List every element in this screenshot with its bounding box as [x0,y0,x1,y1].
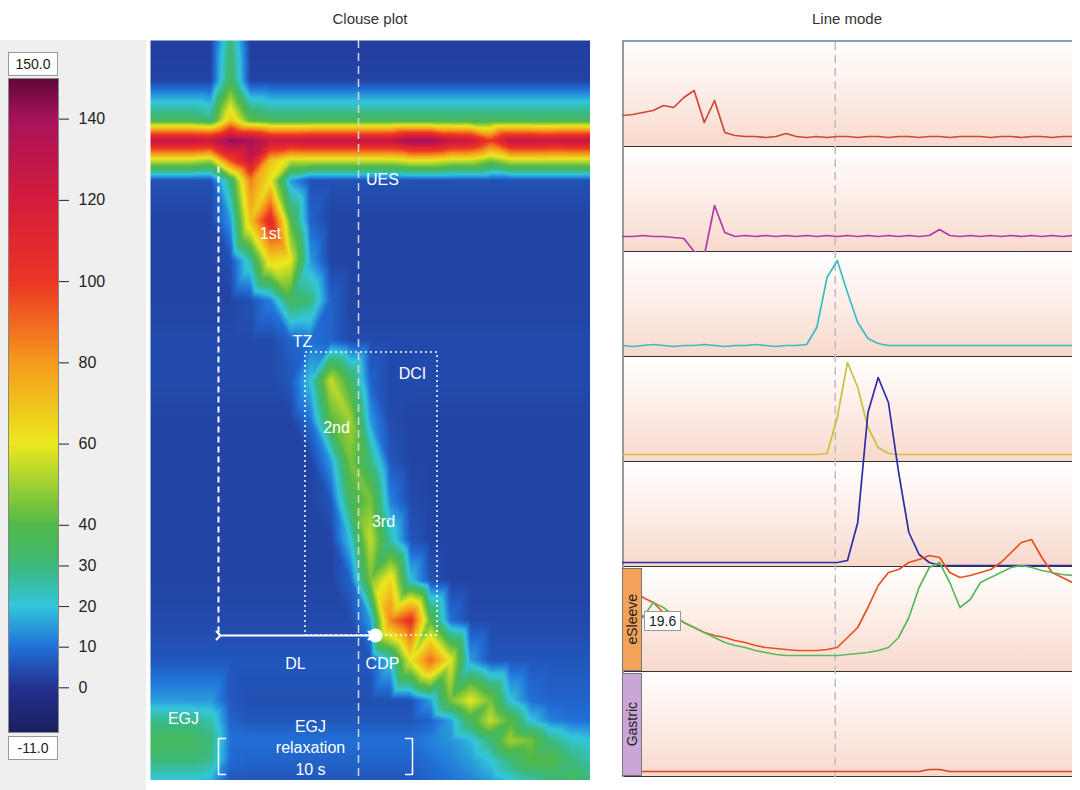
html-text:eSleeve: eSleeve [624,594,640,645]
svg-text:100: 100 [79,273,106,290]
svg-text:0: 0 [79,679,88,696]
svg-text:EGJ: EGJ [168,710,199,727]
svg-text:140: 140 [79,110,106,127]
svg-text:EGJrelaxation: EGJrelaxation [276,718,345,756]
html-text:150.0: 150.0 [15,56,51,72]
svg-text:CDP: CDP [366,655,400,672]
svg-text:30: 30 [79,557,97,574]
svg-text:2nd: 2nd [323,419,350,436]
html-text:Line mode: Line mode [812,10,882,27]
svg-text:120: 120 [79,191,106,208]
svg-text:40: 40 [79,516,97,533]
svg-text:TZ: TZ [293,333,313,350]
html-text:19.6: 19.6 [649,613,677,629]
svg-text:UES: UES [366,171,399,188]
svg-text:3rd: 3rd [372,513,395,530]
svg-text:60: 60 [79,435,97,452]
svg-text:DCI: DCI [399,365,427,382]
svg-text:DL: DL [285,655,306,672]
html-text:Gastric: Gastric [624,702,640,747]
svg-text:10: 10 [79,638,97,655]
svg-text:10 s: 10 s [295,761,325,778]
html-text:-11.0: -11.0 [17,740,49,756]
svg-text:80: 80 [79,354,97,371]
html-text:Clouse plot: Clouse plot [332,10,408,27]
svg-text:20: 20 [79,598,97,615]
svg-text:1st: 1st [260,225,282,242]
